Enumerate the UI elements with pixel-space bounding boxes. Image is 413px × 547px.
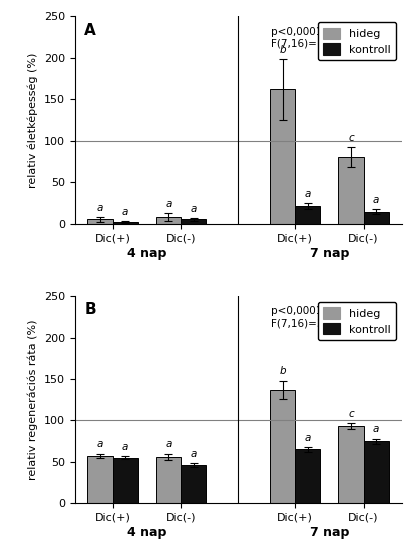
Bar bbox=[112, 458, 137, 503]
Bar bbox=[363, 441, 388, 503]
Legend: hideg, kontroll: hideg, kontroll bbox=[317, 22, 395, 60]
Text: p<0,0001
F(7,16)=19.602: p<0,0001 F(7,16)=19.602 bbox=[270, 27, 352, 48]
Bar bbox=[87, 456, 112, 503]
Text: p<0,0001
F(7,16)=30.109: p<0,0001 F(7,16)=30.109 bbox=[270, 306, 352, 328]
Bar bbox=[156, 457, 180, 503]
Text: a: a bbox=[190, 449, 196, 459]
Text: 7 nap: 7 nap bbox=[309, 247, 348, 260]
Text: c: c bbox=[347, 133, 353, 143]
Text: b: b bbox=[278, 44, 285, 55]
Bar bbox=[294, 206, 319, 224]
Bar bbox=[338, 426, 363, 503]
Text: a: a bbox=[121, 207, 128, 217]
Text: B: B bbox=[84, 302, 96, 317]
Text: a: a bbox=[165, 439, 171, 450]
Text: a: a bbox=[97, 203, 103, 213]
Text: a: a bbox=[97, 439, 103, 450]
Bar bbox=[112, 222, 137, 224]
Text: a: a bbox=[372, 424, 378, 434]
Text: b: b bbox=[278, 366, 285, 376]
Text: a: a bbox=[372, 195, 378, 205]
Bar bbox=[156, 217, 180, 224]
Legend: hideg, kontroll: hideg, kontroll bbox=[317, 301, 395, 340]
Text: 4 nap: 4 nap bbox=[127, 526, 166, 539]
Bar bbox=[180, 465, 206, 503]
Bar bbox=[269, 89, 294, 224]
Bar bbox=[87, 219, 112, 224]
Bar bbox=[338, 158, 363, 224]
Text: A: A bbox=[84, 22, 96, 38]
Text: a: a bbox=[190, 203, 196, 214]
Text: a: a bbox=[304, 433, 310, 443]
Text: 7 nap: 7 nap bbox=[309, 526, 348, 539]
Text: a: a bbox=[165, 199, 171, 208]
Text: a: a bbox=[121, 442, 128, 452]
Text: 4 nap: 4 nap bbox=[127, 247, 166, 260]
Bar bbox=[294, 450, 319, 503]
Y-axis label: relativ regenerációs ráta (%): relativ regenerációs ráta (%) bbox=[28, 319, 38, 480]
Bar bbox=[269, 389, 294, 503]
Text: a: a bbox=[304, 189, 310, 199]
Bar bbox=[363, 212, 388, 224]
Text: c: c bbox=[347, 409, 353, 418]
Bar bbox=[180, 219, 206, 224]
Y-axis label: relativ életképesség (%): relativ életképesség (%) bbox=[28, 53, 38, 188]
